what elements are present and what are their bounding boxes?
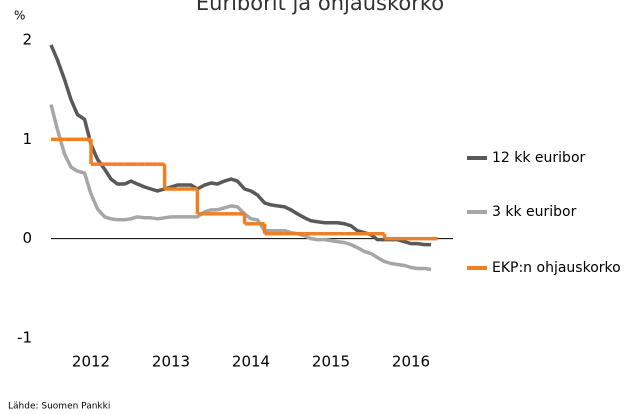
y-axis-unit: % — [14, 9, 25, 23]
x-tick-label: 2014 — [232, 353, 270, 371]
legend-label: 3 kk euribor — [492, 204, 577, 220]
y-tick-label: 1 — [22, 130, 32, 148]
x-tick-label: 2013 — [152, 353, 190, 371]
legend-label: 12 kk euribor — [492, 150, 586, 166]
series-line — [49, 104, 432, 272]
y-tick-label: 0 — [22, 229, 32, 247]
y-tick-label: 2 — [22, 31, 32, 49]
y-tick-label: -1 — [17, 329, 32, 347]
x-tick-label: 2012 — [72, 353, 110, 371]
legend-label: EKP:n ohjauskorko — [492, 260, 621, 276]
source-note: Lähde: Suomen Pankki — [8, 402, 110, 412]
x-tick-label: 2015 — [312, 353, 350, 371]
x-tick-label: 2016 — [392, 353, 430, 371]
chart-title: Euriborit ja ohjauskorko — [196, 0, 444, 15]
